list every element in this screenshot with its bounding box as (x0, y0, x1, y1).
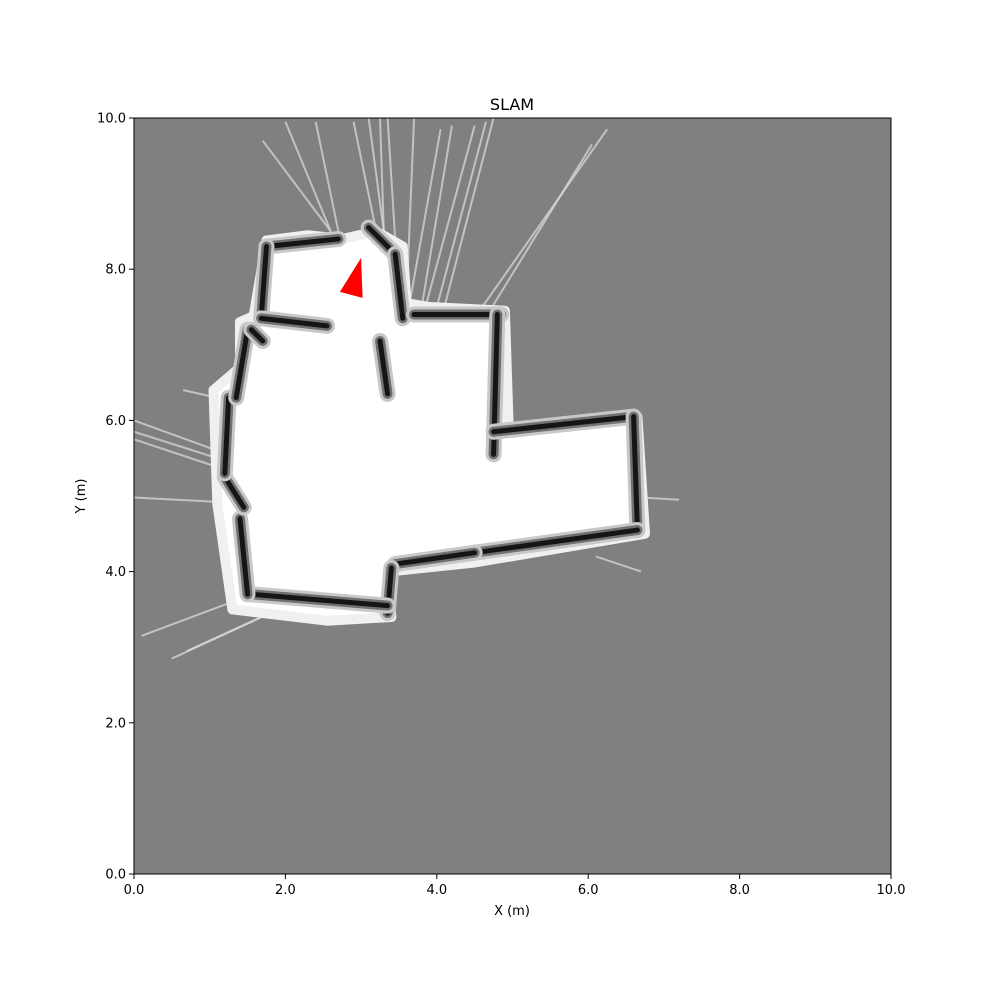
wall-segment (472, 527, 640, 556)
chart-title: SLAM (490, 95, 534, 114)
x-tick-label: 0.0 (124, 883, 145, 898)
x-tick-label: 4.0 (426, 883, 447, 898)
laser-ray (352, 121, 378, 232)
laser-ray (409, 129, 442, 300)
y-tick-label: 8.0 (105, 263, 126, 278)
laser-ray (488, 143, 593, 312)
wall-segment (222, 474, 247, 510)
y-axis-label: Y (m) (74, 479, 89, 515)
wall-segment (392, 550, 478, 567)
robot-pose-marker (339, 257, 363, 298)
laser-rays (133, 117, 680, 660)
wall-segment (491, 414, 637, 435)
laser-ray (420, 125, 453, 308)
occupied-walls (216, 219, 646, 622)
x-tick-label: 6.0 (578, 883, 599, 898)
x-tick-label: 8.0 (729, 883, 750, 898)
axes-frame (133, 117, 892, 875)
laser-ray (367, 117, 385, 232)
y-tick-label: 0.0 (105, 868, 126, 883)
wall-segment (248, 327, 266, 344)
y-axis-ticks: 0.0 2.0 4.0 6.0 8.0 10.0 (97, 112, 134, 883)
laser-ray (435, 121, 487, 308)
laser-ray (386, 117, 397, 240)
plot-area (133, 117, 892, 875)
wall-segment (258, 315, 330, 329)
laser-ray (379, 117, 385, 232)
y-tick-label: 2.0 (105, 716, 126, 731)
wall-segment (263, 236, 341, 250)
x-axis-ticks: 0.0 2.0 4.0 6.0 8.0 10.0 (124, 874, 906, 898)
wall-segment (631, 414, 640, 533)
wall-segment (392, 251, 406, 321)
wall-segment (248, 591, 391, 609)
laser-ray (133, 419, 218, 452)
laser-ray (443, 117, 495, 308)
laser-ray (424, 125, 476, 308)
y-tick-label: 10.0 (97, 112, 126, 127)
laser-ray (133, 438, 214, 467)
x-tick-label: 2.0 (275, 883, 296, 898)
laser-ray (141, 600, 233, 637)
laser-ray (284, 121, 332, 232)
laser-ray (481, 128, 608, 308)
wall-segment (233, 327, 251, 401)
y-tick-label: 4.0 (105, 565, 126, 580)
laser-ray (314, 121, 340, 232)
wall-segment (237, 516, 251, 597)
laser-ray (261, 140, 332, 233)
x-axis-label: X (m) (494, 904, 530, 919)
laser-ray (133, 430, 218, 460)
wall-segment (258, 244, 269, 321)
laser-ray (595, 555, 642, 573)
x-tick-label: 10.0 (877, 883, 906, 898)
y-tick-label: 6.0 (105, 414, 126, 429)
wall-segment (222, 395, 232, 476)
wall-segment (377, 338, 391, 397)
